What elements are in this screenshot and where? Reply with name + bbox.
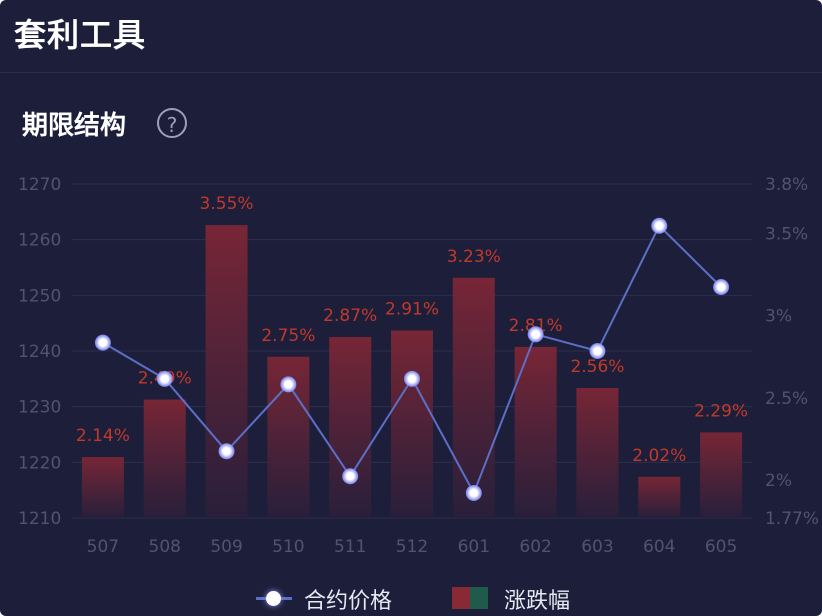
legend-bar-swatch-down bbox=[470, 587, 488, 609]
bar-label: 2.02% bbox=[632, 446, 686, 466]
price-point-512 bbox=[404, 370, 420, 387]
bar-507 bbox=[81, 457, 124, 518]
page-title: 套利工具 bbox=[14, 16, 147, 54]
x-axis-tick-label: 508 bbox=[149, 537, 181, 557]
bar-508 bbox=[143, 399, 186, 518]
chart-legend: 合约价格 涨跌幅 bbox=[0, 575, 822, 615]
bar-512 bbox=[391, 330, 433, 518]
left-axis-tick-label: 1220 bbox=[18, 453, 61, 473]
right-axis-tick-label: 2% bbox=[765, 471, 792, 491]
bar-601 bbox=[452, 277, 495, 518]
bar-605 bbox=[700, 432, 743, 518]
legend-dot-marker bbox=[266, 591, 281, 606]
x-axis-tick-label: 604 bbox=[643, 537, 675, 557]
bar-label: 2.29% bbox=[694, 401, 748, 421]
left-axis-tick-label: 1270 bbox=[18, 175, 61, 195]
price-point-603 bbox=[589, 343, 606, 359]
price-point-507 bbox=[94, 334, 111, 351]
right-axis-tick-label: 3.8% bbox=[765, 175, 808, 195]
bar-label: 3.23% bbox=[447, 247, 501, 267]
header: 套利工具 bbox=[0, 0, 822, 73]
bar-label: 3.55% bbox=[200, 194, 254, 214]
x-axis-tick-label: 602 bbox=[519, 537, 551, 557]
x-axis-tick-label: 511 bbox=[334, 537, 366, 557]
legend-bar-label[interactable]: 涨跌幅 bbox=[504, 589, 571, 614]
bar-label: 2.14% bbox=[76, 426, 130, 446]
x-axis-tick-label: 603 bbox=[581, 537, 613, 557]
bar-label: 2.87% bbox=[323, 306, 377, 326]
bar-604 bbox=[638, 476, 681, 518]
right-axis-tick-label: 1.77% bbox=[765, 509, 819, 529]
left-axis-tick-label: 1210 bbox=[18, 509, 61, 529]
term-structure-chart: 2.14%2.49%3.55%2.75%2.87%2.91%3.23%2.81%… bbox=[18, 175, 819, 557]
left-axis-tick-label: 1260 bbox=[18, 231, 61, 251]
bar-602 bbox=[514, 346, 557, 518]
right-axis-tick-label: 3.5% bbox=[765, 224, 808, 244]
left-axis-tick-label: 1240 bbox=[18, 342, 61, 362]
bar-509 bbox=[205, 225, 248, 519]
x-axis-tick-label: 510 bbox=[272, 537, 304, 557]
section-title: 期限结构 bbox=[22, 111, 127, 141]
bar-603 bbox=[576, 388, 619, 518]
price-point-509 bbox=[218, 443, 235, 460]
bar-label: 2.91% bbox=[385, 299, 439, 319]
left-axis-tick-label: 1250 bbox=[18, 286, 61, 306]
price-point-511 bbox=[342, 468, 359, 485]
right-axis-tick-label: 2.5% bbox=[765, 389, 808, 409]
price-point-601 bbox=[465, 484, 482, 501]
x-axis-tick-label: 601 bbox=[458, 537, 490, 557]
price-point-508 bbox=[156, 370, 173, 387]
x-axis-tick-label: 507 bbox=[87, 537, 119, 557]
question-circle-icon[interactable]: ? bbox=[157, 108, 187, 138]
bar-label: 2.75% bbox=[261, 326, 315, 346]
x-axis-tick-label: 509 bbox=[210, 537, 242, 557]
price-point-510 bbox=[280, 376, 297, 393]
legend-bar-swatch-up bbox=[452, 587, 470, 609]
price-point-605 bbox=[713, 278, 730, 295]
bar-label: 2.81% bbox=[509, 316, 563, 336]
right-axis-tick-label: 3% bbox=[765, 307, 792, 327]
bar-label: 2.56% bbox=[570, 357, 624, 377]
x-axis-tick-label: 512 bbox=[396, 537, 428, 557]
price-point-604 bbox=[651, 217, 668, 234]
bar-511 bbox=[329, 337, 372, 518]
left-axis-tick-label: 1230 bbox=[18, 398, 61, 418]
x-axis-tick-label: 605 bbox=[705, 537, 737, 557]
price-point-602 bbox=[527, 326, 544, 343]
legend-line-label[interactable]: 合约价格 bbox=[304, 589, 393, 614]
